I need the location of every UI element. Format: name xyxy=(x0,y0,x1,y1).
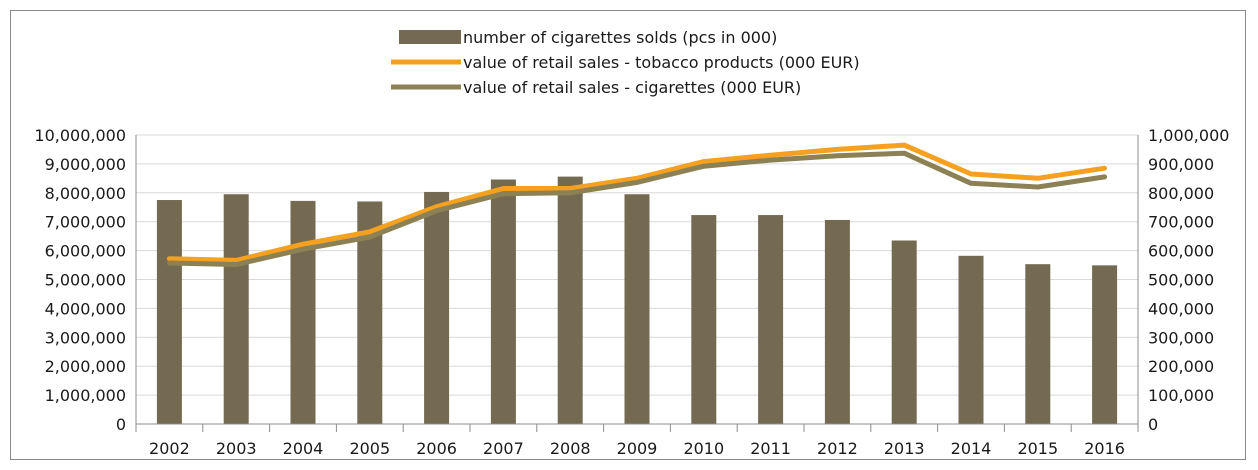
bar-2003 xyxy=(223,194,249,424)
bar-2012 xyxy=(824,219,850,424)
bar-2015 xyxy=(1025,264,1051,424)
y-left-tick-label: 10,000,000 xyxy=(34,126,126,145)
y-right-tick-label: 1,000,000 xyxy=(1148,126,1229,145)
y-right-tick-label: 800,000 xyxy=(1148,184,1214,203)
y-left-tick-label: 9,000,000 xyxy=(45,155,126,174)
y-right-tick-label: 300,000 xyxy=(1148,328,1214,347)
legend: number of cigarettes solds (pcs in 000) v… xyxy=(391,28,860,97)
bar-2006 xyxy=(424,191,450,424)
x-tick-label: 2009 xyxy=(617,439,658,458)
x-tick-label: 2016 xyxy=(1084,439,1125,458)
y-left-tick-label: 1,000,000 xyxy=(45,386,126,405)
y-left-tick-label: 0 xyxy=(116,415,126,434)
bar-2009 xyxy=(624,194,650,424)
x-tick-label: 2008 xyxy=(550,439,591,458)
x-tick-label: 2013 xyxy=(884,439,925,458)
bar-series xyxy=(156,176,1118,424)
line-series xyxy=(166,142,1108,267)
y-right-tick-label: 500,000 xyxy=(1148,271,1214,290)
x-tick-label: 2011 xyxy=(750,439,791,458)
legend-label: value of retail sales - cigarettes (000 … xyxy=(463,78,801,97)
x-tick-label: 2007 xyxy=(483,439,524,458)
bar-2013 xyxy=(891,240,917,424)
bar-2007 xyxy=(490,179,516,424)
x-tick-label: 2006 xyxy=(416,439,457,458)
x-tick-label: 2003 xyxy=(216,439,257,458)
y-right-tick-label: 100,000 xyxy=(1148,386,1214,405)
axes: 0 1,000,000 2,000,000 3,000,000 4,000,000 5,0… xyxy=(34,126,1229,458)
y-right-tick-label: 200,000 xyxy=(1148,357,1214,376)
y-left-tick-label: 2,000,000 xyxy=(45,357,126,376)
legend-swatch-bar xyxy=(399,30,461,44)
y-left-tick-label: 8,000,000 xyxy=(45,184,126,203)
y-right-tick-label: 700,000 xyxy=(1148,213,1214,232)
x-tick-label: 2002 xyxy=(149,439,190,458)
y-right-tick-label: 900,000 xyxy=(1148,155,1214,174)
bar-2010 xyxy=(691,215,717,424)
x-tick-label: 2010 xyxy=(683,439,724,458)
y-left-tick-label: 5,000,000 xyxy=(45,271,126,290)
x-tick-label: 2015 xyxy=(1017,439,1058,458)
x-tick-label: 2014 xyxy=(951,439,992,458)
x-tick-label: 2004 xyxy=(283,439,324,458)
bar-2008 xyxy=(557,176,583,424)
chart-area: 0 1,000,000 2,000,000 3,000,000 4,000,000 5,0… xyxy=(10,10,1246,460)
combo-chart: 0 1,000,000 2,000,000 3,000,000 4,000,000 5,0… xyxy=(34,28,1229,458)
x-tick-label: 2005 xyxy=(349,439,390,458)
x-tick-label: 2012 xyxy=(817,439,858,458)
bar-2011 xyxy=(758,215,784,424)
line-series-1 xyxy=(166,142,1108,263)
legend-label: value of retail sales - tobacco products… xyxy=(463,53,860,72)
y-left-tick-label: 4,000,000 xyxy=(45,299,126,318)
legend-label: number of cigarettes solds (pcs in 000) xyxy=(463,28,777,47)
y-right-tick-label: 600,000 xyxy=(1148,242,1214,261)
y-right-tick-label: 0 xyxy=(1148,415,1158,434)
y-left-tick-label: 7,000,000 xyxy=(45,213,126,232)
bar-2016 xyxy=(1092,265,1118,424)
line-series-2 xyxy=(166,150,1108,267)
bar-2004 xyxy=(290,200,316,424)
y-left-tick-label: 3,000,000 xyxy=(45,328,126,347)
y-right-tick-label: 400,000 xyxy=(1148,299,1214,318)
bar-2014 xyxy=(958,255,984,424)
bar-2002 xyxy=(156,200,182,424)
y-left-tick-label: 6,000,000 xyxy=(45,242,126,261)
